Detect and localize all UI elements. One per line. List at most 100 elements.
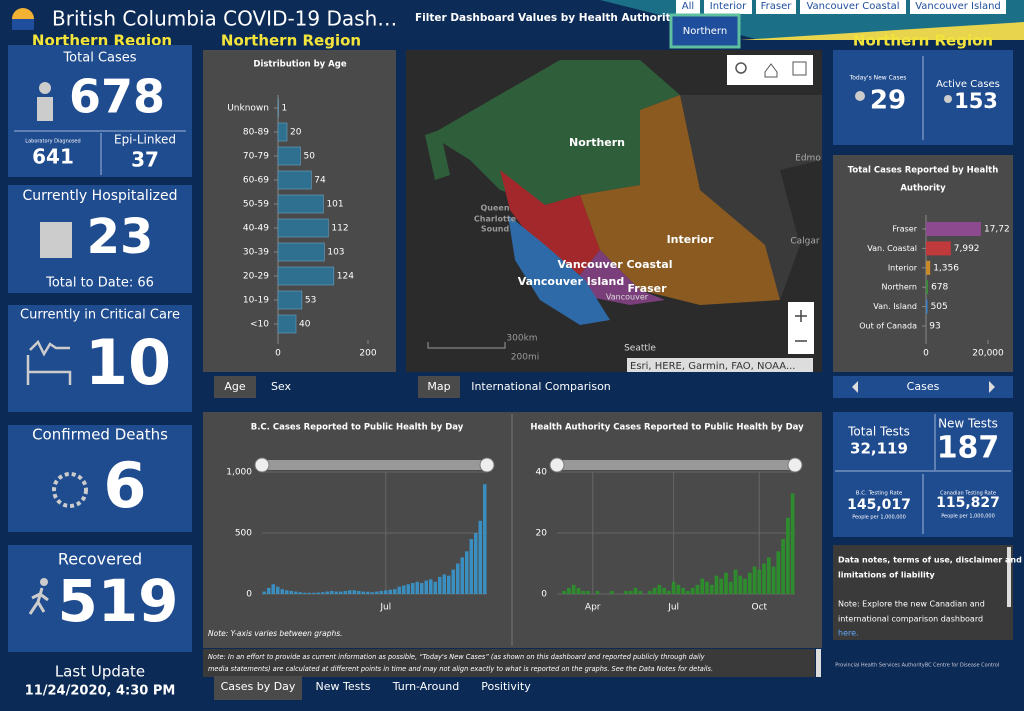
bar	[733, 569, 738, 594]
slider-handle[interactable]	[479, 457, 495, 473]
bar	[576, 587, 581, 594]
label: Total Tests	[847, 425, 910, 439]
bar	[671, 581, 676, 594]
icon-people	[39, 82, 51, 94]
slider-handle[interactable]	[787, 457, 803, 473]
filter-button[interactable]	[756, 0, 796, 14]
search-icon[interactable]	[735, 62, 747, 74]
range-slider[interactable]	[262, 460, 487, 470]
icon-person	[944, 95, 952, 103]
filter-button[interactable]	[800, 0, 906, 14]
attribution-bg	[627, 358, 813, 372]
bar	[719, 578, 724, 594]
filter-button[interactable]	[669, 13, 741, 49]
tab[interactable]: Map	[427, 380, 450, 393]
category-label: Out of Canada	[859, 322, 917, 331]
map-toolbar[interactable]	[727, 55, 813, 85]
scrollbar[interactable]	[1007, 547, 1011, 607]
label: Note: Explore the new Canadian and	[838, 600, 985, 609]
link[interactable]: here.	[838, 629, 859, 638]
bar	[781, 539, 785, 594]
bar	[411, 583, 415, 594]
card-critical	[8, 305, 192, 412]
tab[interactable]: New Tests	[316, 680, 371, 693]
arrow-left[interactable]	[852, 381, 858, 393]
icon-bed	[26, 339, 72, 385]
scrollbar	[816, 649, 821, 677]
label: 32,119	[850, 440, 908, 458]
label: Data notes, terms of use, disclaimer and	[838, 556, 1022, 565]
bar	[277, 266, 335, 286]
bar	[460, 557, 464, 594]
filter-button[interactable]	[704, 0, 752, 14]
bar	[785, 517, 790, 594]
bar	[690, 587, 695, 594]
filter-button-label[interactable]: Interior	[710, 1, 747, 12]
label: Total to Date: 66	[45, 276, 154, 291]
map-label: Charlotte	[474, 215, 517, 224]
tab[interactable]: Age	[224, 380, 246, 393]
label: 145,017	[847, 497, 911, 513]
value-label: 40	[299, 320, 311, 330]
zoom-buttons[interactable]	[788, 302, 814, 354]
x-tick-label: 20,000	[972, 349, 1004, 359]
x-tick-label: 200	[359, 349, 376, 359]
label: Today's New Cases	[849, 75, 907, 82]
label: Active Cases	[936, 79, 1000, 90]
filter-button-label[interactable]: Northern	[683, 26, 727, 37]
map-label: Edmo	[795, 154, 821, 164]
filter-button-label[interactable]: Vancouver Coastal	[806, 1, 899, 12]
bar	[762, 563, 766, 594]
home-icon[interactable]	[764, 63, 778, 78]
category-label: 40-49	[243, 224, 269, 234]
region-northern	[430, 60, 680, 205]
arrow-right[interactable]	[989, 381, 995, 393]
category-label: Van. Coastal	[867, 244, 917, 253]
bar	[581, 590, 586, 594]
filter-button[interactable]	[910, 0, 1006, 14]
scale-label: 200mi	[511, 353, 539, 363]
kpi-value: 678	[69, 70, 165, 124]
x-tick-label: 0	[923, 349, 929, 359]
tab[interactable]: Sex	[271, 380, 292, 393]
label: 115,827	[936, 495, 1000, 511]
tab[interactable]: Cases	[907, 380, 940, 393]
filter-button-label[interactable]: Vancouver Island	[915, 1, 1001, 12]
bar	[271, 584, 275, 594]
category-label: 80-89	[243, 128, 269, 138]
bar	[307, 592, 311, 594]
tab-active	[214, 676, 302, 700]
bar	[375, 591, 379, 594]
bar	[393, 589, 397, 594]
range-slider[interactable]	[557, 460, 795, 470]
bar	[330, 590, 334, 594]
bar	[325, 591, 329, 594]
x-tick-label: Apr	[585, 603, 601, 613]
label: Provincial Health Services Authority	[835, 663, 924, 669]
region-label: Northern Region	[221, 32, 361, 50]
label: B.C. Testing Rate	[856, 491, 903, 497]
bar	[276, 586, 280, 594]
filter-button-label[interactable]: All	[682, 1, 694, 12]
category-label: 60-69	[243, 176, 269, 186]
filter-button[interactable]	[676, 0, 700, 14]
slider-handle[interactable]	[549, 457, 565, 473]
qr-icon[interactable]	[792, 61, 807, 76]
bar	[451, 569, 455, 594]
bar	[429, 579, 433, 594]
tab[interactable]: Turn-Around	[392, 680, 460, 693]
zoom-icons[interactable]	[795, 310, 807, 342]
tab[interactable]: Cases by Day	[221, 680, 296, 693]
map-label: Queen	[480, 204, 509, 213]
notes-panel	[833, 545, 1013, 640]
slider-handle[interactable]	[254, 457, 270, 473]
label: People per 1,000,000	[941, 514, 995, 520]
filter-button-label[interactable]: Fraser	[761, 1, 793, 12]
icon-person	[855, 91, 865, 101]
tab[interactable]: Positivity	[481, 680, 531, 693]
bar	[388, 589, 392, 594]
tab[interactable]: International Comparison	[471, 380, 611, 393]
bar	[652, 587, 657, 594]
y-tick-label: 20	[536, 529, 548, 539]
bar	[285, 590, 289, 594]
